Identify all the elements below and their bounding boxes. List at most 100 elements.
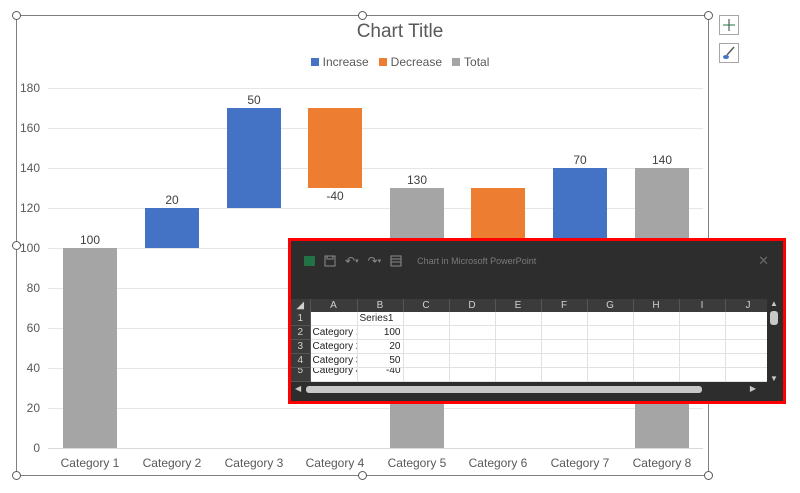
cell[interactable]	[495, 325, 542, 340]
select-all-button[interactable]: ◢	[291, 299, 311, 312]
column-header[interactable]: J	[725, 299, 772, 312]
cell[interactable]	[725, 353, 772, 368]
table-row: 3 Category 2 20	[291, 339, 772, 354]
horizontal-scroll-thumb[interactable]	[306, 386, 702, 393]
cell[interactable]	[633, 367, 680, 382]
column-header[interactable]: C	[403, 299, 450, 312]
bar-category-1-total[interactable]	[63, 248, 117, 448]
undo-icon[interactable]: ↶ ▾	[345, 254, 359, 268]
column-header[interactable]: F	[541, 299, 588, 312]
cell[interactable]: Category 1	[310, 325, 358, 340]
vertical-scroll-thumb[interactable]	[770, 311, 778, 325]
save-icon[interactable]	[324, 255, 336, 267]
row-header[interactable]: 2	[291, 325, 311, 340]
column-header[interactable]: A	[310, 299, 358, 312]
cell[interactable]	[679, 353, 726, 368]
cell[interactable]	[633, 312, 680, 326]
column-header[interactable]: G	[587, 299, 634, 312]
chart-legend[interactable]: Increase Decrease Total	[0, 55, 800, 69]
cell[interactable]: Category 4	[310, 367, 358, 382]
row-header[interactable]: 3	[291, 339, 311, 354]
cell[interactable]	[725, 325, 772, 340]
resize-handle-top-left[interactable]	[12, 11, 21, 20]
resize-handle-top-right[interactable]	[704, 11, 713, 20]
vertical-scrollbar[interactable]: ▲ ▼	[767, 299, 781, 383]
legend-total: Total	[452, 55, 489, 69]
cell[interactable]	[725, 367, 772, 382]
cell[interactable]	[495, 339, 542, 354]
column-header[interactable]: B	[357, 299, 404, 312]
cell[interactable]	[403, 367, 450, 382]
cell[interactable]	[587, 367, 634, 382]
cell[interactable]	[449, 325, 496, 340]
cell[interactable]	[725, 312, 772, 326]
cell[interactable]	[541, 339, 588, 354]
x-tick: Category 7	[550, 456, 610, 470]
scroll-up-arrow-icon[interactable]: ▲	[770, 299, 778, 308]
cell[interactable]	[679, 367, 726, 382]
horizontal-scrollbar[interactable]: ◀ ▶	[294, 383, 764, 397]
scroll-right-arrow-icon[interactable]: ▶	[749, 384, 756, 393]
cell[interactable]	[679, 312, 726, 326]
cell[interactable]: -40	[357, 367, 404, 382]
cell[interactable]	[679, 325, 726, 340]
cell[interactable]	[679, 339, 726, 354]
cell[interactable]: Category 3	[310, 353, 358, 368]
column-header[interactable]: E	[495, 299, 542, 312]
cell[interactable]	[587, 325, 634, 340]
resize-handle-left[interactable]	[12, 241, 21, 250]
chart-elements-button[interactable]	[719, 15, 739, 35]
chart-title[interactable]: Chart Title	[356, 21, 444, 42]
resize-handle-bottom[interactable]	[358, 471, 367, 480]
cell[interactable]	[633, 325, 680, 340]
cell[interactable]	[449, 367, 496, 382]
cell[interactable]: Category 2	[310, 339, 358, 354]
cell[interactable]	[449, 353, 496, 368]
bar-category-2-increase[interactable]	[145, 208, 199, 248]
cell[interactable]	[310, 312, 358, 326]
column-header[interactable]: H	[633, 299, 680, 312]
cell[interactable]	[495, 312, 542, 326]
resize-handle-top[interactable]	[358, 11, 367, 20]
cell[interactable]	[633, 353, 680, 368]
cell[interactable]	[541, 312, 588, 326]
chart-styles-button[interactable]	[719, 43, 739, 63]
column-header[interactable]: I	[679, 299, 726, 312]
row-header[interactable]: 4	[291, 353, 311, 368]
cell[interactable]	[725, 339, 772, 354]
cell[interactable]	[449, 312, 496, 326]
cell[interactable]	[449, 339, 496, 354]
cell[interactable]	[587, 339, 634, 354]
cell[interactable]	[403, 339, 450, 354]
cell[interactable]: 100	[357, 325, 404, 340]
cell[interactable]	[541, 367, 588, 382]
row-header[interactable]: 1	[291, 312, 311, 326]
row-header[interactable]: 5	[291, 367, 311, 382]
cell[interactable]	[541, 353, 588, 368]
resize-handle-bottom-left[interactable]	[12, 471, 21, 480]
cell[interactable]	[403, 325, 450, 340]
spreadsheet-window[interactable]: ↶ ▾ ↷ ▾ Chart in Microsoft PowerPoint ✕ ◢ …	[288, 238, 786, 404]
cell[interactable]: 20	[357, 339, 404, 354]
close-button[interactable]: ✕	[758, 253, 769, 268]
cell[interactable]	[403, 353, 450, 368]
cell[interactable]: 50	[357, 353, 404, 368]
resize-handle-bottom-right[interactable]	[704, 471, 713, 480]
cell[interactable]	[633, 339, 680, 354]
bar-category-3-increase[interactable]	[227, 108, 281, 208]
spreadsheet-grid[interactable]: ◢ A B C D E F G H I J 1 Series1 2 Catego…	[291, 299, 772, 382]
cell[interactable]	[495, 353, 542, 368]
scroll-left-arrow-icon[interactable]: ◀	[295, 384, 302, 393]
edit-data-in-excel-icon[interactable]	[390, 255, 402, 267]
cell[interactable]	[587, 353, 634, 368]
column-header[interactable]: D	[449, 299, 496, 312]
cell[interactable]	[587, 312, 634, 326]
gridline	[48, 88, 703, 89]
cell[interactable]	[495, 367, 542, 382]
cell[interactable]: Series1	[357, 312, 404, 326]
cell[interactable]	[541, 325, 588, 340]
redo-icon[interactable]: ↷ ▾	[367, 254, 382, 268]
cell[interactable]	[403, 312, 450, 326]
bar-category-4-decrease[interactable]	[308, 108, 362, 188]
scroll-down-arrow-icon[interactable]: ▼	[770, 374, 778, 383]
